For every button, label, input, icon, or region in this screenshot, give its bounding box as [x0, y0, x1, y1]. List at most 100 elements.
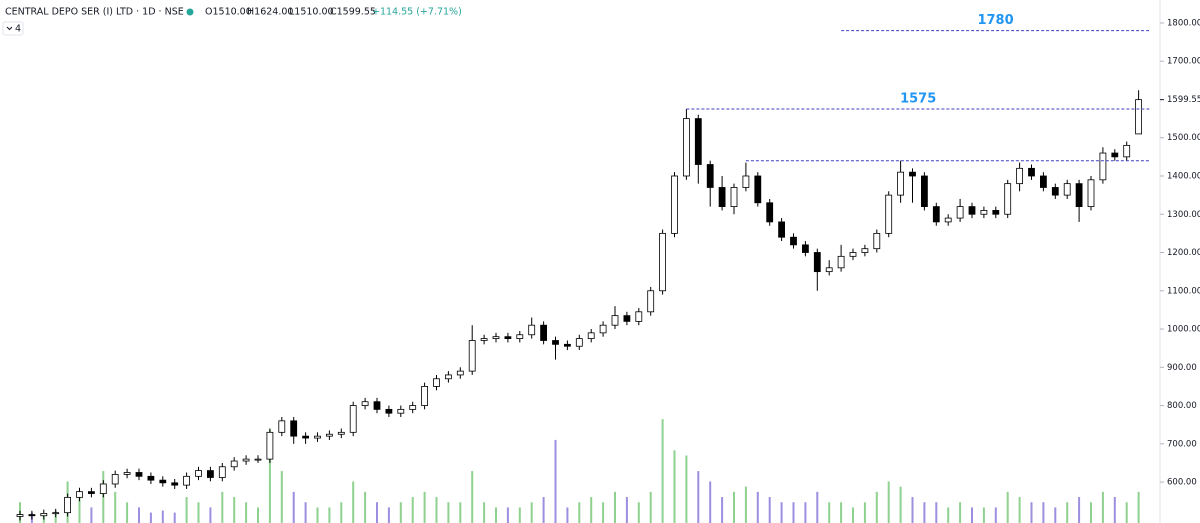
candle-body [76, 491, 83, 498]
volume-bar [161, 510, 164, 523]
volume-bar [340, 502, 343, 523]
volume-bar [887, 481, 890, 523]
volume-bar [78, 491, 81, 523]
volume-bar [1018, 497, 1021, 523]
volume-bar [637, 502, 640, 523]
candle-body [88, 491, 95, 494]
volume-bar [590, 497, 593, 523]
volume-bar [935, 502, 938, 523]
candle-body [266, 431, 274, 460]
volume-bar [233, 497, 236, 523]
volume-bar [352, 481, 355, 523]
volume-bar [483, 502, 486, 523]
volume-bar [495, 507, 497, 523]
candle-body [1087, 179, 1095, 207]
volume-bar [875, 491, 878, 523]
candle-body [718, 187, 726, 207]
volume-bar [673, 450, 676, 523]
candle-body [302, 435, 310, 439]
candle-body [218, 466, 226, 478]
volume-bar [566, 507, 569, 523]
ohlc-change: +114.55 (+7.71%) [372, 7, 462, 18]
candle-body [123, 472, 131, 475]
candle-body [480, 338, 488, 341]
candle-body [968, 206, 976, 215]
candle-body [314, 435, 321, 439]
candle-body [1111, 152, 1119, 158]
volume-bar [518, 507, 521, 523]
candle-body [802, 244, 809, 253]
candle-body [659, 232, 666, 292]
candle-body [1063, 183, 1071, 196]
volume-bar [245, 502, 248, 523]
candle-body [1016, 167, 1023, 185]
candle-body [873, 232, 881, 250]
candle-body [837, 255, 845, 269]
candle-body [444, 374, 452, 380]
ohlc-open: O1510.00 [205, 7, 252, 18]
volume-bar [1113, 497, 1116, 523]
candle-body [230, 460, 238, 468]
volume-bar [756, 491, 759, 523]
volume-bar [994, 507, 997, 523]
y-tick-label: 700.00 [1167, 439, 1197, 449]
candle-body [587, 332, 595, 339]
ohlc-close: C1599.55 [330, 7, 376, 18]
volume-bar [1054, 507, 1057, 523]
candle-body [528, 324, 536, 336]
volume-bar [90, 507, 93, 523]
y-tick-label: 1700.00 [1167, 57, 1200, 67]
candle-body [1135, 99, 1142, 135]
candle-body [385, 408, 393, 414]
volume-bar [840, 502, 843, 523]
candle-body [242, 458, 250, 462]
candle-body [611, 315, 619, 326]
candle-body [325, 433, 333, 437]
candle-body [1051, 187, 1059, 196]
candle-body [885, 194, 893, 234]
volume-bar [280, 471, 283, 523]
volume-bar [578, 502, 581, 523]
candle-body [980, 210, 988, 215]
volume-bar [816, 491, 819, 523]
candle-body [932, 206, 940, 223]
candle-body [706, 164, 714, 188]
candle-body [1075, 183, 1083, 207]
y-tick-label: 600.00 [1167, 478, 1197, 488]
candle-body [254, 458, 262, 461]
volume-bar [923, 502, 926, 523]
candle-body [861, 248, 869, 253]
volume-bar [197, 502, 200, 523]
candle-body [171, 482, 179, 486]
volume-bar [1078, 497, 1081, 523]
volume-bar [506, 507, 509, 523]
indicator-toggle[interactable] [2, 21, 24, 36]
candle-body [111, 474, 119, 485]
candle-body [599, 324, 607, 334]
volume-bar [435, 497, 438, 523]
volume-bar [411, 497, 414, 523]
candle-body [28, 514, 36, 517]
volume-bar [1125, 502, 1128, 523]
candle-body [421, 386, 429, 406]
volume-bar [768, 497, 771, 523]
candle-body [564, 343, 571, 347]
volume-bar [982, 507, 985, 523]
candle-body [349, 405, 357, 433]
candle-body [1004, 183, 1012, 215]
candle-body [849, 252, 857, 257]
volume-bar [209, 507, 212, 523]
candle-body [992, 210, 1000, 215]
volume-bar [387, 507, 390, 523]
candle-body [778, 221, 785, 238]
volume-bar [268, 429, 271, 523]
candle-body [790, 236, 797, 246]
candle-body [135, 472, 143, 477]
y-tick-label: 1500.00 [1167, 133, 1200, 143]
y-tick-label: 900.00 [1167, 363, 1197, 373]
candle-body [278, 420, 286, 433]
volume-bar [304, 502, 307, 523]
volume-bar [423, 491, 426, 523]
candle-body [397, 408, 405, 414]
candle-body [813, 252, 821, 273]
